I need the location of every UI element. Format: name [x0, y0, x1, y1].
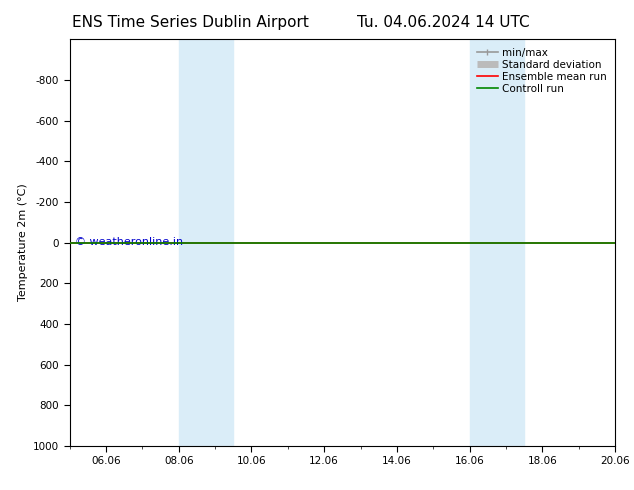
Bar — [470, 39, 524, 446]
Bar — [179, 39, 233, 446]
Text: © weatheronline.in: © weatheronline.in — [75, 237, 183, 247]
Legend: min/max, Standard deviation, Ensemble mean run, Controll run: min/max, Standard deviation, Ensemble me… — [474, 45, 610, 97]
Text: Tu. 04.06.2024 14 UTC: Tu. 04.06.2024 14 UTC — [358, 15, 530, 30]
Y-axis label: Temperature 2m (°C): Temperature 2m (°C) — [18, 184, 28, 301]
Text: ENS Time Series Dublin Airport: ENS Time Series Dublin Airport — [72, 15, 309, 30]
